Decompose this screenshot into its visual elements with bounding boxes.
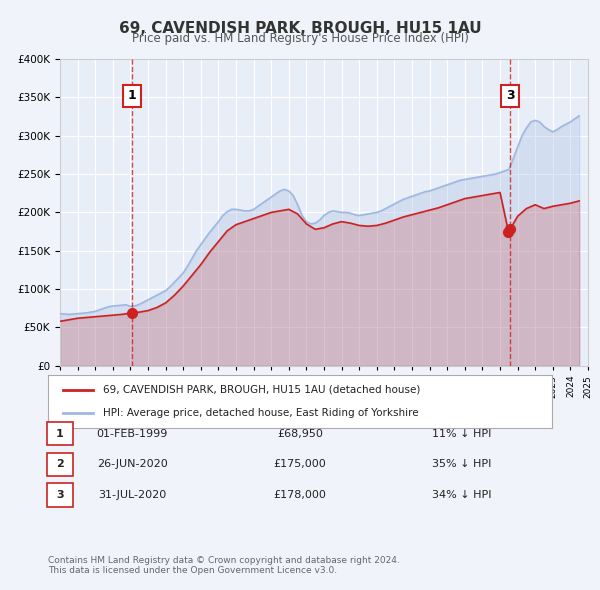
Text: 34% ↓ HPI: 34% ↓ HPI xyxy=(432,490,491,500)
Text: 3: 3 xyxy=(56,490,64,500)
Text: 2: 2 xyxy=(56,460,64,469)
Text: £178,000: £178,000 xyxy=(274,490,326,500)
Text: 26-JUN-2020: 26-JUN-2020 xyxy=(97,460,167,469)
Text: Price paid vs. HM Land Registry's House Price Index (HPI): Price paid vs. HM Land Registry's House … xyxy=(131,32,469,45)
Text: Contains HM Land Registry data © Crown copyright and database right 2024.
This d: Contains HM Land Registry data © Crown c… xyxy=(48,556,400,575)
Text: 35% ↓ HPI: 35% ↓ HPI xyxy=(432,460,491,469)
Text: HPI: Average price, detached house, East Riding of Yorkshire: HPI: Average price, detached house, East… xyxy=(103,408,419,418)
Text: £68,950: £68,950 xyxy=(277,429,323,438)
Text: 69, CAVENDISH PARK, BROUGH, HU15 1AU: 69, CAVENDISH PARK, BROUGH, HU15 1AU xyxy=(119,21,481,35)
Text: 1: 1 xyxy=(127,89,136,102)
Text: £175,000: £175,000 xyxy=(274,460,326,469)
Text: 11% ↓ HPI: 11% ↓ HPI xyxy=(432,429,491,438)
Text: 69, CAVENDISH PARK, BROUGH, HU15 1AU (detached house): 69, CAVENDISH PARK, BROUGH, HU15 1AU (de… xyxy=(103,385,421,395)
Text: 31-JUL-2020: 31-JUL-2020 xyxy=(98,490,166,500)
Text: 1: 1 xyxy=(56,429,64,438)
Text: 01-FEB-1999: 01-FEB-1999 xyxy=(97,429,167,438)
Text: 3: 3 xyxy=(506,89,514,102)
